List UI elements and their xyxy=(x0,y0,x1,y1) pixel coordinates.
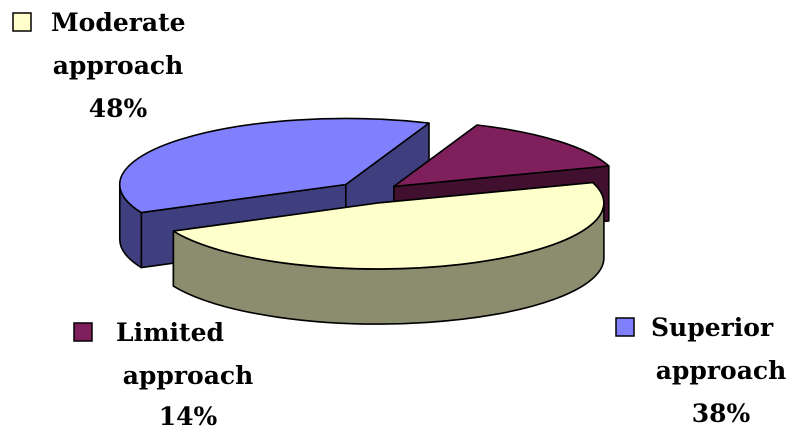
label-moderate: Moderate approach 48% xyxy=(12,8,186,123)
label-limited: Limited approach 14% xyxy=(73,318,254,430)
slice-label-superior-line1: Superior xyxy=(651,313,774,342)
pie-slices xyxy=(118,117,610,325)
slice-percent-superior: 38% xyxy=(692,399,751,428)
slice-label-moderate-line1: Moderate xyxy=(51,8,186,37)
legend-marker-moderate xyxy=(12,12,32,32)
slice-label-superior-line2: approach xyxy=(656,356,787,385)
slice-percent-moderate: 48% xyxy=(89,94,148,123)
slice-top-limited xyxy=(393,124,610,188)
slice-top-superior xyxy=(118,117,430,214)
slice-moderate xyxy=(172,181,605,325)
label-superior: Superior approach 38% xyxy=(615,313,787,428)
legend-marker-limited xyxy=(73,322,93,342)
slice-percent-limited: 14% xyxy=(159,402,218,430)
slice-label-limited-line1: Limited xyxy=(116,318,224,347)
legend-marker-superior xyxy=(615,317,635,337)
slice-top-moderate xyxy=(172,181,605,270)
slice-label-moderate-line2: approach xyxy=(53,51,184,80)
slice-label-limited-line2: approach xyxy=(123,361,254,390)
